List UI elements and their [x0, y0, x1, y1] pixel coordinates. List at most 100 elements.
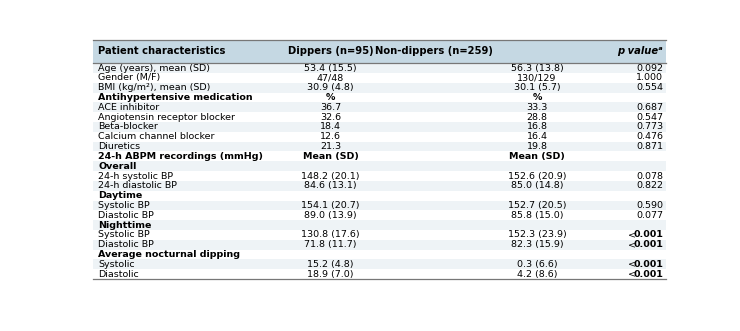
FancyBboxPatch shape	[92, 211, 666, 220]
Text: 24-h systolic BP: 24-h systolic BP	[98, 171, 173, 180]
Text: <: <	[628, 240, 636, 249]
Text: 0.687: 0.687	[636, 103, 663, 112]
Text: 28.8: 28.8	[526, 113, 548, 121]
Text: Gender (M/F): Gender (M/F)	[98, 73, 161, 82]
Text: 24-h ABPM recordings (mmHg): 24-h ABPM recordings (mmHg)	[98, 152, 263, 161]
Text: Diastolic BP: Diastolic BP	[98, 240, 154, 249]
Text: 30.1 (5.7): 30.1 (5.7)	[514, 83, 560, 92]
Text: 0.001: 0.001	[633, 260, 663, 269]
FancyBboxPatch shape	[92, 102, 666, 112]
FancyBboxPatch shape	[92, 250, 666, 260]
FancyBboxPatch shape	[92, 122, 666, 132]
Text: 18.4: 18.4	[320, 122, 341, 131]
Text: 152.7 (20.5): 152.7 (20.5)	[508, 201, 566, 210]
Text: 130.8 (17.6): 130.8 (17.6)	[301, 230, 360, 239]
Text: 32.6: 32.6	[320, 113, 341, 121]
Text: Systolic BP: Systolic BP	[98, 201, 150, 210]
Text: Patient characteristics: Patient characteristics	[98, 46, 226, 57]
Text: 0.092: 0.092	[636, 64, 663, 72]
Text: <: <	[628, 230, 636, 239]
Text: <: <	[628, 270, 636, 279]
Text: %: %	[326, 93, 335, 102]
FancyBboxPatch shape	[92, 269, 666, 279]
Text: 148.2 (20.1): 148.2 (20.1)	[301, 171, 360, 180]
Text: 1.000: 1.000	[636, 73, 663, 82]
Text: 0.077: 0.077	[636, 211, 663, 220]
Text: 0.001: 0.001	[633, 230, 663, 239]
Text: 16.4: 16.4	[526, 132, 548, 141]
Text: 4.2 (8.6): 4.2 (8.6)	[517, 270, 557, 279]
Text: 82.3 (15.9): 82.3 (15.9)	[511, 240, 563, 249]
Text: 0.773: 0.773	[636, 122, 663, 131]
FancyBboxPatch shape	[92, 142, 666, 152]
FancyBboxPatch shape	[92, 240, 666, 250]
Text: 21.3: 21.3	[320, 142, 341, 151]
FancyBboxPatch shape	[92, 63, 666, 73]
Text: 16.8: 16.8	[526, 122, 548, 131]
Text: 89.0 (13.9): 89.0 (13.9)	[304, 211, 357, 220]
Text: Non-dippers (n=259): Non-dippers (n=259)	[374, 46, 493, 57]
Text: 0.476: 0.476	[636, 132, 663, 141]
Text: BMI (kg/m²), mean (SD): BMI (kg/m²), mean (SD)	[98, 83, 211, 92]
Text: 152.3 (23.9): 152.3 (23.9)	[508, 230, 566, 239]
Text: 84.6 (13.1): 84.6 (13.1)	[304, 181, 357, 190]
Text: 0.554: 0.554	[636, 83, 663, 92]
Text: Age (years), mean (SD): Age (years), mean (SD)	[98, 64, 210, 72]
Text: 0.001: 0.001	[633, 270, 663, 279]
Text: 18.9 (7.0): 18.9 (7.0)	[307, 270, 354, 279]
Text: 12.6: 12.6	[320, 132, 341, 141]
Text: 0.001: 0.001	[633, 240, 663, 249]
FancyBboxPatch shape	[92, 220, 666, 230]
FancyBboxPatch shape	[92, 201, 666, 211]
FancyBboxPatch shape	[92, 132, 666, 142]
Text: 0.078: 0.078	[636, 171, 663, 180]
Text: 15.2 (4.8): 15.2 (4.8)	[307, 260, 354, 269]
FancyBboxPatch shape	[92, 181, 666, 191]
Text: 36.7: 36.7	[320, 103, 341, 112]
Text: 130/129: 130/129	[517, 73, 556, 82]
Text: %: %	[532, 93, 542, 102]
Text: Mean (SD): Mean (SD)	[509, 152, 565, 161]
FancyBboxPatch shape	[92, 161, 666, 171]
FancyBboxPatch shape	[92, 260, 666, 269]
Text: Diastolic: Diastolic	[98, 270, 139, 279]
Text: Nighttime: Nighttime	[98, 220, 152, 230]
Text: Systolic: Systolic	[98, 260, 135, 269]
Text: ACE inhibitor: ACE inhibitor	[98, 103, 160, 112]
Text: Diastolic BP: Diastolic BP	[98, 211, 154, 220]
Text: 33.3: 33.3	[526, 103, 548, 112]
Text: 0.547: 0.547	[636, 113, 663, 121]
Text: Beta-blocker: Beta-blocker	[98, 122, 158, 131]
Text: Daytime: Daytime	[98, 191, 143, 200]
FancyBboxPatch shape	[92, 40, 666, 63]
Text: Mean (SD): Mean (SD)	[303, 152, 358, 161]
Text: Average nocturnal dipping: Average nocturnal dipping	[98, 250, 240, 259]
Text: 24-h diastolic BP: 24-h diastolic BP	[98, 181, 178, 190]
FancyBboxPatch shape	[92, 230, 666, 240]
Text: Antihypertensive medication: Antihypertensive medication	[98, 93, 253, 102]
FancyBboxPatch shape	[92, 93, 666, 102]
FancyBboxPatch shape	[92, 73, 666, 83]
Text: p valueᵃ: p valueᵃ	[617, 46, 663, 57]
Text: Diuretics: Diuretics	[98, 142, 141, 151]
Text: 19.8: 19.8	[526, 142, 548, 151]
Text: Systolic BP: Systolic BP	[98, 230, 150, 239]
Text: <: <	[628, 260, 636, 269]
Text: 0.590: 0.590	[636, 201, 663, 210]
Text: 53.4 (15.5): 53.4 (15.5)	[304, 64, 357, 72]
FancyBboxPatch shape	[92, 191, 666, 201]
Text: 71.8 (11.7): 71.8 (11.7)	[304, 240, 357, 249]
Text: 30.9 (4.8): 30.9 (4.8)	[307, 83, 354, 92]
Text: Overall: Overall	[98, 162, 137, 171]
FancyBboxPatch shape	[92, 152, 666, 161]
Text: 154.1 (20.7): 154.1 (20.7)	[301, 201, 360, 210]
Text: 56.3 (13.8): 56.3 (13.8)	[511, 64, 563, 72]
Text: 0.3 (6.6): 0.3 (6.6)	[517, 260, 557, 269]
Text: 47/48: 47/48	[317, 73, 344, 82]
Text: 85.8 (15.0): 85.8 (15.0)	[511, 211, 563, 220]
Text: Calcium channel blocker: Calcium channel blocker	[98, 132, 215, 141]
Text: 0.871: 0.871	[636, 142, 663, 151]
Text: Dippers (n=95): Dippers (n=95)	[288, 46, 373, 57]
Text: 152.6 (20.9): 152.6 (20.9)	[508, 171, 566, 180]
Text: 0.822: 0.822	[636, 181, 663, 190]
